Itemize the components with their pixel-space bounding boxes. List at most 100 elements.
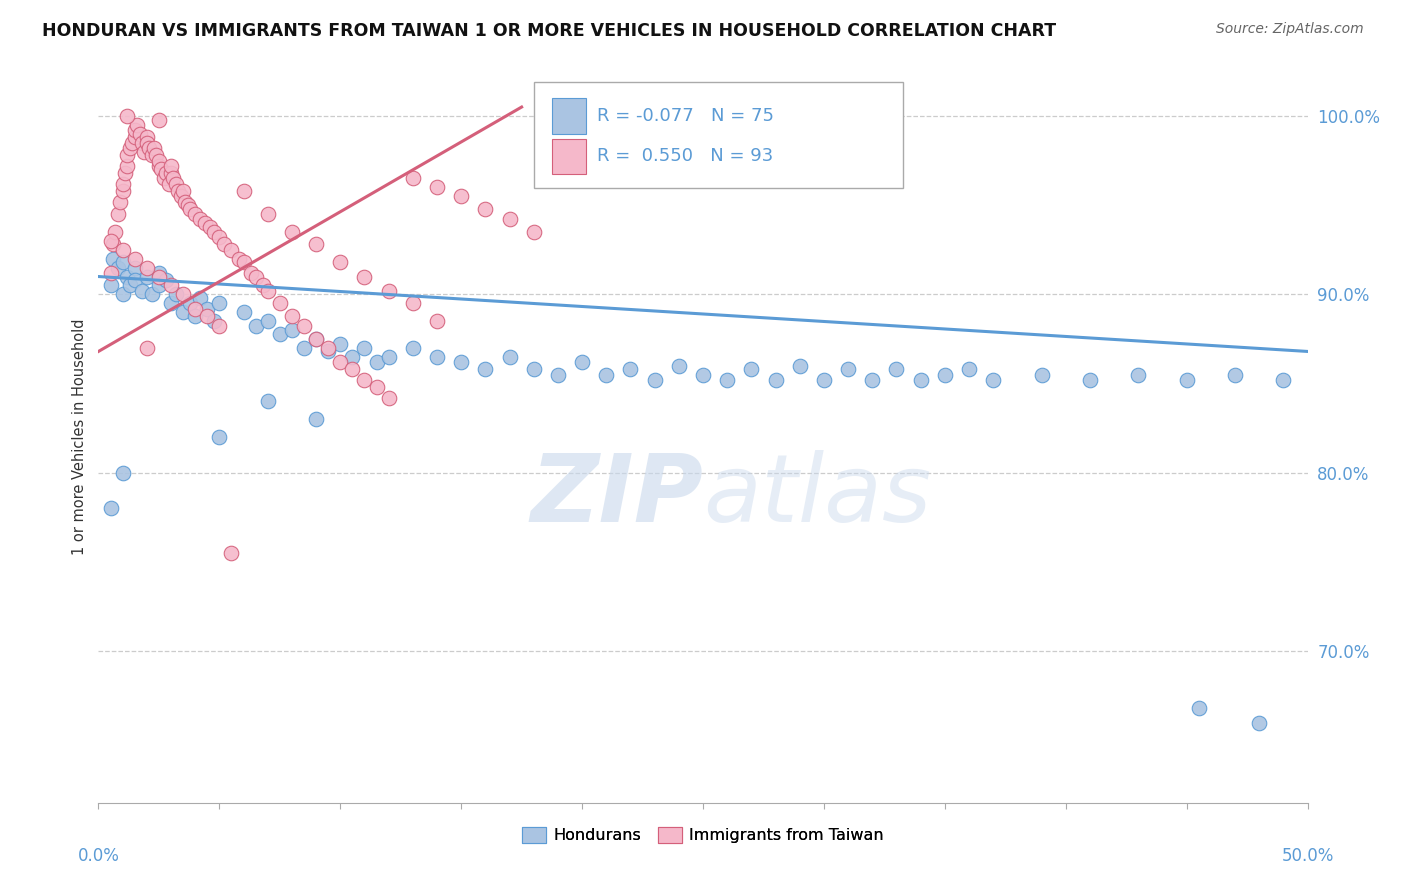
Point [177, 198, 200, 212]
Point [194, 216, 217, 230]
Point [160, 296, 183, 310]
Point [208, 296, 231, 310]
Point [256, 207, 278, 221]
Point [135, 136, 157, 150]
Point [256, 394, 278, 409]
Point [450, 355, 472, 369]
Point [292, 319, 315, 334]
Point [155, 166, 177, 180]
Point [716, 373, 738, 387]
Point [124, 252, 146, 266]
Point [692, 368, 714, 382]
Point [426, 350, 449, 364]
Text: R = -0.077   N = 75: R = -0.077 N = 75 [596, 107, 773, 125]
Point [329, 337, 352, 351]
Point [498, 350, 520, 364]
Point [160, 278, 183, 293]
Point [124, 273, 146, 287]
Point [316, 341, 339, 355]
Point [377, 284, 399, 298]
Point [1188, 701, 1211, 715]
Bar [551, 98, 586, 134]
Point [305, 332, 328, 346]
Point [179, 202, 201, 216]
Point [232, 305, 254, 319]
Point [111, 177, 134, 191]
Point [124, 123, 146, 137]
Point [143, 141, 166, 155]
Point [239, 266, 262, 280]
Point [740, 362, 762, 376]
Point [886, 362, 908, 376]
FancyBboxPatch shape [534, 82, 903, 188]
Point [138, 141, 160, 155]
Point [188, 291, 211, 305]
Point [269, 296, 291, 310]
Point [165, 177, 187, 191]
Point [111, 243, 134, 257]
Point [595, 368, 617, 382]
Point [523, 225, 546, 239]
Point [124, 260, 146, 275]
Point [150, 162, 173, 177]
Point [329, 255, 352, 269]
Y-axis label: 1 or more Vehicles in Household: 1 or more Vehicles in Household [72, 318, 87, 556]
Point [100, 266, 122, 280]
Point [789, 359, 811, 373]
Point [1249, 715, 1271, 730]
Point [377, 391, 399, 405]
Point [208, 230, 231, 244]
Point [402, 341, 425, 355]
Point [232, 255, 254, 269]
Point [141, 287, 163, 301]
Text: 50.0%: 50.0% [1281, 847, 1334, 865]
Point [101, 237, 124, 252]
Point [860, 373, 883, 387]
Point [474, 202, 496, 216]
Point [981, 373, 1004, 387]
Point [813, 373, 835, 387]
Text: Source: ZipAtlas.com: Source: ZipAtlas.com [1216, 22, 1364, 37]
Point [934, 368, 956, 382]
Point [188, 212, 211, 227]
Point [184, 309, 207, 323]
Point [245, 319, 267, 334]
Point [426, 314, 449, 328]
Point [148, 112, 170, 127]
Point [152, 171, 174, 186]
Point [208, 319, 231, 334]
Point [256, 284, 278, 298]
Point [104, 225, 127, 239]
Point [148, 269, 170, 284]
Point [245, 269, 267, 284]
Point [316, 344, 339, 359]
Point [118, 141, 141, 155]
Point [221, 243, 243, 257]
Point [160, 166, 183, 180]
Point [957, 362, 980, 376]
Point [402, 296, 425, 310]
Point [160, 159, 183, 173]
Text: atlas: atlas [703, 450, 931, 541]
Bar [551, 138, 586, 174]
Point [252, 278, 274, 293]
Point [128, 127, 150, 141]
Point [1223, 368, 1246, 382]
Point [281, 309, 304, 323]
Point [118, 278, 141, 293]
Point [148, 153, 170, 168]
Point [127, 118, 149, 132]
Point [101, 252, 124, 266]
Point [292, 341, 315, 355]
Point [111, 255, 134, 269]
Point [256, 314, 278, 328]
Point [305, 332, 328, 346]
Text: R =  0.550   N = 93: R = 0.550 N = 93 [596, 147, 773, 165]
Point [148, 159, 170, 173]
Point [111, 287, 134, 301]
Point [117, 109, 139, 123]
Point [157, 177, 180, 191]
Point [172, 184, 194, 198]
Point [765, 373, 787, 387]
Point [232, 184, 254, 198]
